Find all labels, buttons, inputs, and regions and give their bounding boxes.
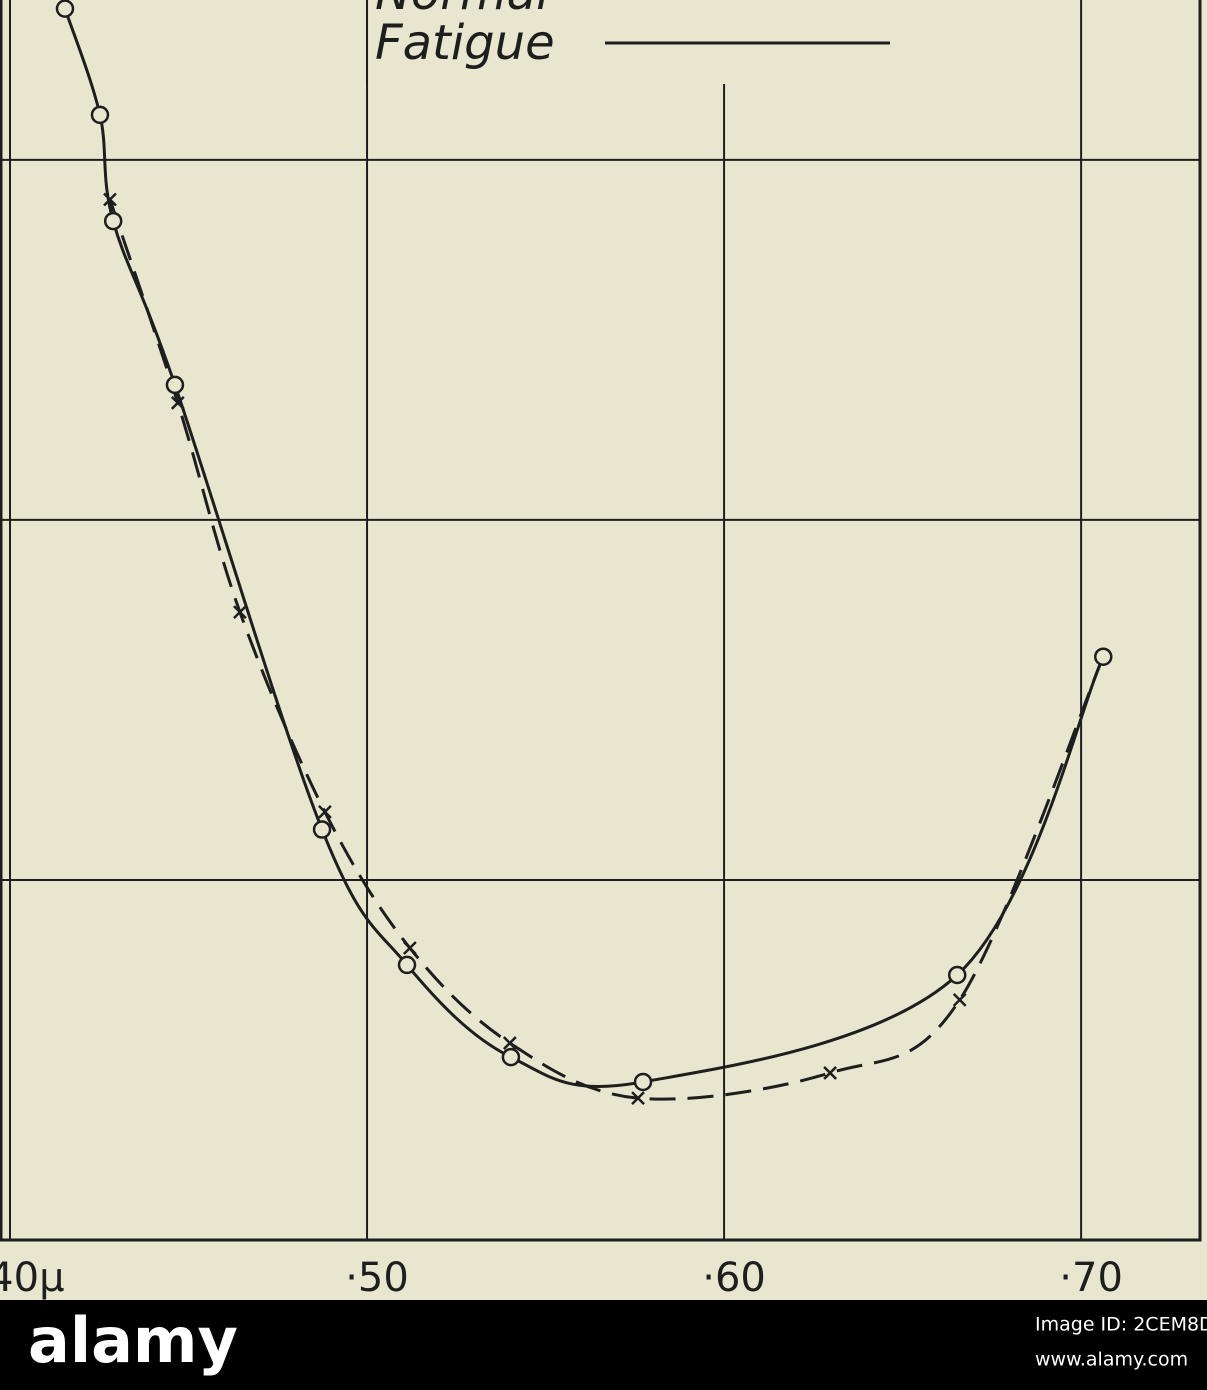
x-tick-label: ·50 <box>345 1255 409 1301</box>
legend-label: Fatigue <box>375 15 555 71</box>
marker <box>823 1066 837 1080</box>
marker <box>312 820 332 839</box>
marker <box>233 605 247 619</box>
marker <box>502 1036 517 1050</box>
marker <box>952 992 967 1007</box>
marker <box>165 375 185 395</box>
marker <box>103 192 117 207</box>
banner-brand: alamy <box>28 1304 238 1377</box>
banner-url: www.alamy.com <box>1035 1349 1188 1371</box>
marker <box>55 0 75 18</box>
x-tick-label: ·40μ <box>0 1255 65 1301</box>
marker <box>631 1091 645 1106</box>
marker <box>318 805 332 819</box>
plot-frame <box>0 0 1202 1242</box>
banner-id: Image ID: 2CEM8DA <box>1035 1314 1207 1336</box>
x-tick-label: ·60 <box>702 1255 766 1301</box>
marker <box>90 105 110 125</box>
paper <box>0 0 1207 1300</box>
marker <box>402 941 417 955</box>
legend-label: Normal <box>375 0 550 21</box>
x-tick-label: ·70 <box>1059 1255 1123 1301</box>
series-line <box>108 198 1105 1101</box>
marker <box>633 1072 653 1092</box>
marker <box>947 965 967 985</box>
marker <box>103 211 123 231</box>
marker <box>501 1047 521 1067</box>
banner <box>0 1300 1207 1390</box>
marker <box>1093 647 1113 666</box>
marker <box>397 955 417 975</box>
